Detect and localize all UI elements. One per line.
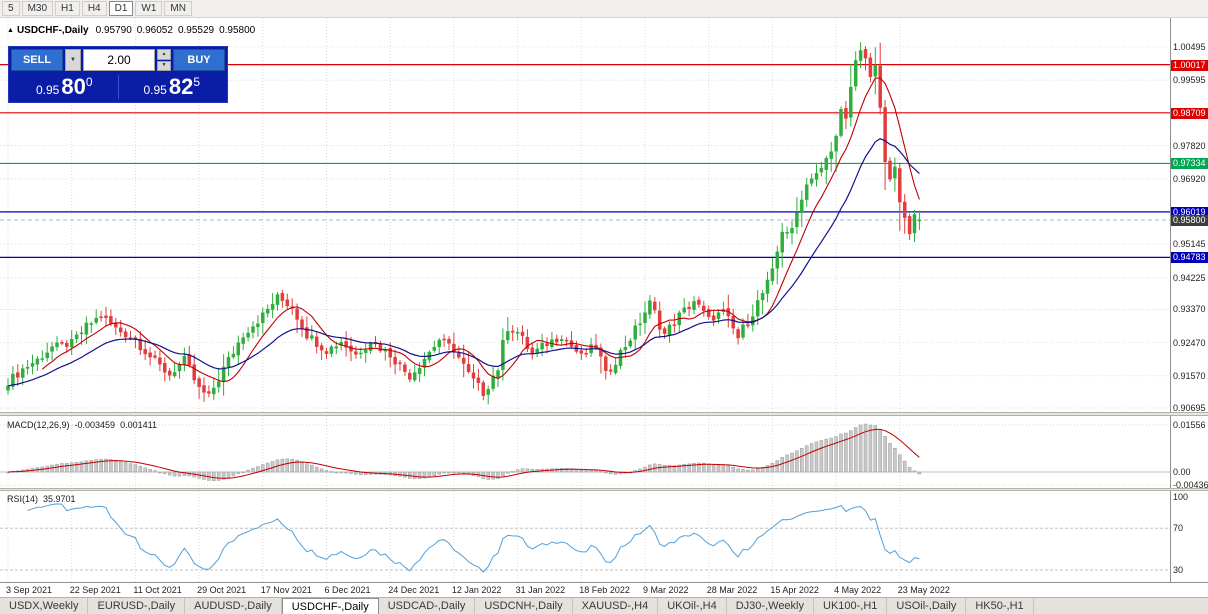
price-level-label: 0.94783 <box>1171 252 1208 264</box>
timeframe-button-M30[interactable]: M30 <box>21 1 54 16</box>
tab-usdcnh-daily[interactable]: USDCNH-,Daily <box>475 598 573 614</box>
date-label: 12 Jan 2022 <box>451 585 502 595</box>
date-label: 3 Sep 2021 <box>6 585 53 595</box>
macd-label: MACD(12,26,9) -0.003459 0.001411 <box>7 420 162 430</box>
time-axis[interactable]: 3 Sep 2021 22 Sep 2021 11 Oct 2021 29 Oct 2… <box>0 582 1208 597</box>
timeframe-button-MN[interactable]: MN <box>164 1 192 16</box>
axis-label: 100 <box>1173 492 1189 502</box>
buy-button[interactable]: BUY <box>173 49 225 71</box>
tab-usoil-daily[interactable]: USOil-,Daily <box>887 598 967 614</box>
rsi-indicator-canvas[interactable] <box>0 491 1170 582</box>
tab-dj30-weekly[interactable]: DJ30-,Weekly <box>727 598 814 614</box>
tab-xauusd-h4[interactable]: XAUUSD-,H4 <box>573 598 659 614</box>
macd-value-main: -0.003459 <box>74 420 116 430</box>
sell-price[interactable]: 0.95 80 0 <box>11 73 118 99</box>
ohlc-close: 0.95800 <box>219 25 256 36</box>
volume-input[interactable] <box>83 49 155 71</box>
tab-uk100-h1[interactable]: UK100-,H1 <box>814 598 888 614</box>
axis-label: 0.94225 <box>1173 272 1206 283</box>
sell-price-pipette: 0 <box>85 74 93 89</box>
ohlc-open: 0.95790 <box>95 25 132 36</box>
tab-ukoil-h4[interactable]: UKOil-,H4 <box>658 598 727 614</box>
tab-usdchf-daily[interactable]: USDCHF-,Daily <box>281 598 379 614</box>
trade-panel-controls: SELL ▼ ▲ ▼ BUY <box>11 49 225 71</box>
date-label: 9 Mar 2022 <box>643 585 689 595</box>
date-label: 4 May 2022 <box>834 585 882 595</box>
rsi-value: 35.9701 <box>43 494 76 504</box>
tab-eurusd-daily[interactable]: EURUSD-,Daily <box>88 598 186 614</box>
timeframe-button-H4[interactable]: H4 <box>81 1 107 16</box>
price-level-label: 0.97334 <box>1171 158 1208 170</box>
buy-price[interactable]: 0.95 82 5 <box>119 73 226 99</box>
timeframe-button-W1[interactable]: W1 <box>135 1 163 16</box>
ohlc-high: 0.96052 <box>136 25 173 36</box>
axis-label: 0.01556 <box>1173 419 1206 430</box>
date-label: 29 Oct 2021 <box>197 585 247 595</box>
date-label: 18 Feb 2022 <box>579 585 630 595</box>
chart-tab-bar: USDX,Weekly EURUSD-,Daily AUDUSD-,Daily USD… <box>0 597 1208 614</box>
axis-label: 0.97820 <box>1173 140 1206 151</box>
axis-label: 30 <box>1173 565 1184 575</box>
volume-dropdown-button[interactable]: ▼ <box>65 49 81 71</box>
timeframe-toolbar: 5 M30 H1 H4 D1 W1 MN <box>0 0 1208 18</box>
volume-decrease-button[interactable]: ▼ <box>157 60 171 71</box>
tab-audusd-daily[interactable]: AUDUSD-,Daily <box>185 598 282 614</box>
volume-increase-button[interactable]: ▲ <box>157 49 171 60</box>
buy-price-pipette: 5 <box>193 74 201 89</box>
date-label: 23 May 2022 <box>897 585 950 595</box>
ohlc-low: 0.95529 <box>177 25 215 36</box>
chevron-down-icon: ▼ <box>70 57 76 63</box>
macd-value-signal: 0.001411 <box>120 420 157 430</box>
date-label: 28 Mar 2022 <box>706 585 758 595</box>
axis-label: 0.96920 <box>1173 173 1206 184</box>
price-divider <box>117 74 119 99</box>
axis-label: 0.99595 <box>1173 75 1206 86</box>
pane-splitter[interactable] <box>0 488 1208 491</box>
timeframe-button-5[interactable]: 5 <box>2 1 20 16</box>
tab-usdx-weekly[interactable]: USDX,Weekly <box>0 598 89 614</box>
tab-usdcad-daily[interactable]: USDCAD-,Daily <box>379 598 476 614</box>
sell-button[interactable]: SELL <box>11 49 63 71</box>
tab-hk50-h1[interactable]: HK50-,H1 <box>966 598 1034 614</box>
axis-label: 1.00495 <box>1173 42 1206 52</box>
price-level-label: 0.96019 <box>1171 206 1208 218</box>
timeframe-button-H1[interactable]: H1 <box>55 1 80 16</box>
one-click-trading-panel: SELL ▼ ▲ ▼ BUY 0.95 80 0 0.95 82 5 <box>8 46 228 103</box>
axis-label: 0.90695 <box>1173 403 1206 413</box>
timeframe-button-D1[interactable]: D1 <box>108 1 134 16</box>
macd-name: MACD(12,26,9) <box>7 420 70 430</box>
axis-label: 0.93370 <box>1173 304 1206 315</box>
date-label: 6 Dec 2021 <box>324 585 371 595</box>
price-scale[interactable]: 1.00495 0.99595 0.97820 0.96920 0.95145 0.942… <box>1170 18 1208 597</box>
axis-label: 70 <box>1173 523 1184 534</box>
pane-splitter[interactable] <box>0 412 1208 416</box>
date-label: 15 Apr 2022 <box>770 585 819 595</box>
buy-price-prefix: 0.95 <box>143 82 167 97</box>
rsi-label: RSI(14) 35.9701 <box>7 494 81 504</box>
date-label: 17 Nov 2021 <box>260 585 312 595</box>
chart-marker-icon: ▲ <box>7 27 14 34</box>
sell-price-big: 80 <box>61 73 86 99</box>
date-label: 31 Jan 2022 <box>515 585 566 595</box>
buy-price-big: 82 <box>168 73 194 99</box>
price-level-label: 0.98709 <box>1171 107 1208 119</box>
date-label: 22 Sep 2021 <box>69 585 121 595</box>
sell-price-prefix: 0.95 <box>35 82 60 97</box>
chart-title: ▲ USDCHF-,Daily 0.95790 0.96052 0.95529 0.958… <box>7 25 260 36</box>
axis-label: 0.92470 <box>1173 337 1206 348</box>
price-level-label: 1.00017 <box>1171 59 1208 71</box>
trade-panel-prices: 0.95 80 0 0.95 82 5 <box>11 71 225 102</box>
axis-label: -0.00436 <box>1173 480 1208 491</box>
price-level-label: 0.95800 <box>1171 214 1208 226</box>
date-label: 11 Oct 2021 <box>133 585 182 595</box>
rsi-name: RSI(14) <box>7 494 39 504</box>
axis-label: 0.00 <box>1173 467 1191 477</box>
macd-indicator-canvas[interactable] <box>0 416 1170 488</box>
axis-label: 0.95145 <box>1173 239 1206 250</box>
date-label: 24 Dec 2021 <box>388 585 440 595</box>
chart-symbol-label: USDCHF-,Daily <box>16 25 89 36</box>
volume-stepper: ▲ ▼ <box>157 49 171 71</box>
axis-label: 0.91570 <box>1173 370 1206 381</box>
